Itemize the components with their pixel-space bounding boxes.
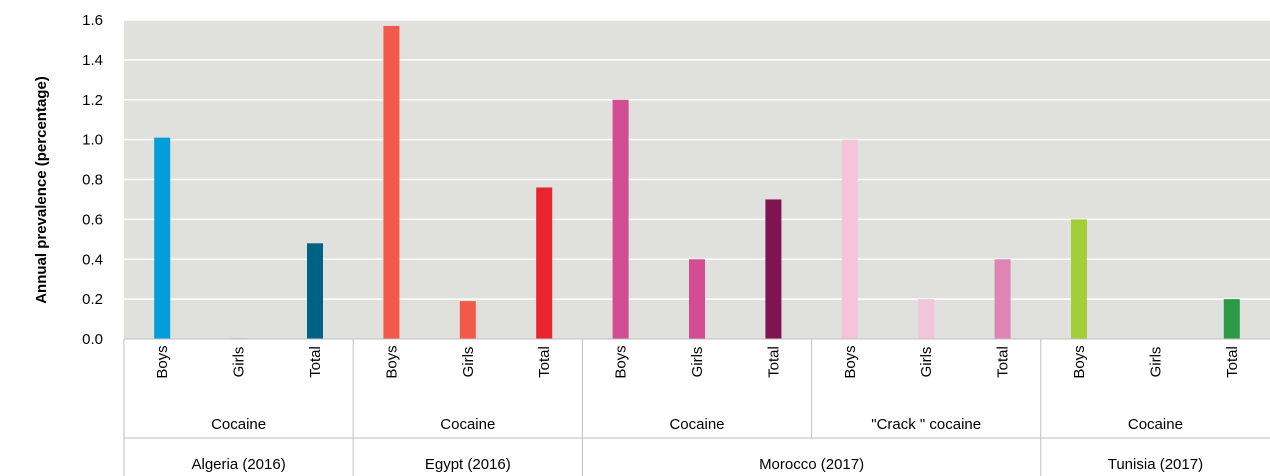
country-label: Tunisia (2017) (1108, 456, 1203, 473)
bar (612, 99, 629, 339)
y-axis-label: Annual prevalence (percentage) (33, 76, 50, 304)
bar (1223, 299, 1240, 339)
bar (918, 299, 935, 339)
x-tick-label: Boys (154, 345, 171, 378)
bar (765, 199, 782, 339)
x-tick-label: Boys (1071, 345, 1088, 378)
country-label: Algeria (2016) (191, 456, 285, 473)
y-axis-tick-labels: 0.0 0.2 0.4 0.6 0.8 1.0 1.2 1.4 1.6 (82, 12, 103, 348)
x-axis: Boys Girls Total Boys Girls Total Boys Girls Tot… (123, 338, 1270, 476)
x-tick-label: Boys (383, 345, 400, 378)
drug-group-label: Cocaine (669, 416, 724, 433)
drug-group-label: Cocaine (1128, 416, 1183, 433)
country-label: Egypt (2016) (425, 456, 511, 473)
y-tick-label: 0.8 (82, 172, 103, 189)
bar (383, 25, 400, 339)
drug-group-label: Cocaine (211, 416, 266, 433)
x-tick-label: Girls (231, 347, 248, 378)
drug-group-label: "Crack " cocaine (871, 416, 981, 433)
drug-group-label: Cocaine (440, 416, 495, 433)
bar (841, 139, 858, 339)
x-tick-label: Boys (613, 345, 630, 378)
x-tick-label: Girls (460, 347, 477, 378)
x-tick-label: Total (995, 346, 1012, 378)
country-label: Morocco (2017) (759, 456, 864, 473)
y-tick-label: 0.0 (82, 331, 103, 348)
y-tick-label: 0.4 (82, 251, 103, 268)
x-tick-label: Total (307, 346, 324, 378)
y-tick-label: 1.4 (82, 52, 103, 69)
bar (459, 301, 476, 339)
bar (154, 137, 171, 339)
y-tick-label: 0.6 (82, 211, 103, 228)
y-tick-label: 1.2 (82, 92, 103, 109)
x-tick-label: Girls (1147, 347, 1164, 378)
x-tick-label: Total (536, 346, 553, 378)
bar (307, 243, 323, 339)
y-tick-label: 1.0 (82, 132, 103, 149)
x-tick-label: Boys (842, 345, 859, 378)
x-tick-label: Girls (689, 347, 706, 378)
x-tick-label: Total (1224, 346, 1241, 378)
x-tick-label: Total (765, 346, 782, 378)
bar (536, 187, 553, 339)
bar (994, 259, 1011, 339)
x-tick-label: Girls (918, 347, 935, 378)
bar (689, 259, 705, 339)
y-tick-label: 0.2 (82, 291, 103, 308)
y-tick-label: 1.6 (82, 12, 103, 29)
bars (154, 25, 1240, 339)
bar (1071, 219, 1087, 339)
